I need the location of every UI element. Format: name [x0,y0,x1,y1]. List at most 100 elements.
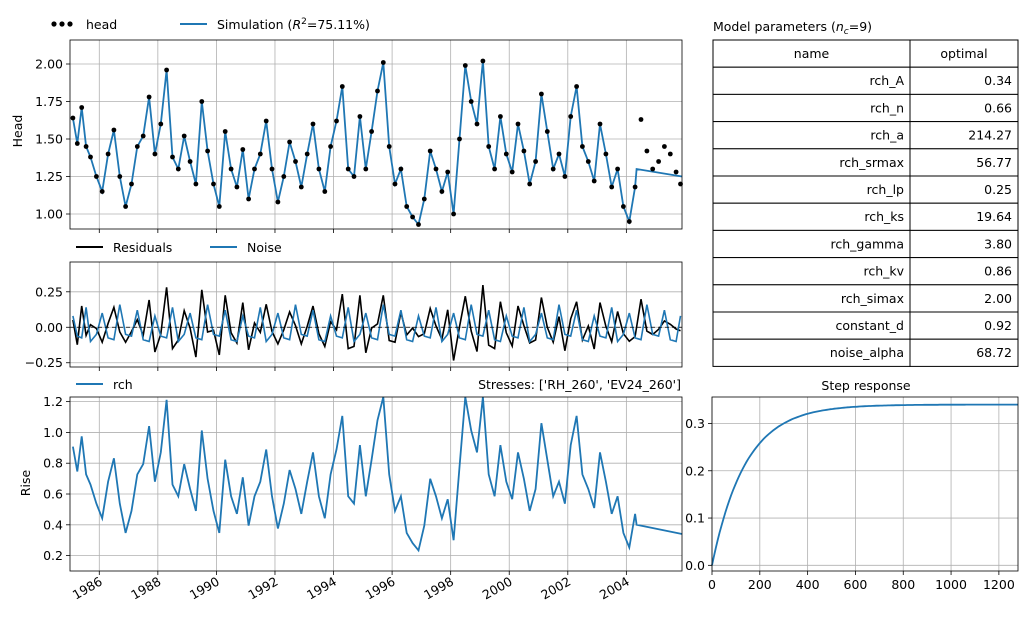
parameter-name: rch_n [870,100,904,115]
contribution-y-tick-label: 0.4 [43,517,63,532]
head-point [503,151,509,157]
head-point [369,129,374,134]
parameter-name: rch_kv [863,264,904,279]
residuals-y-tick-label: −0.25 [25,355,63,370]
residuals-panel: Residuals Noise −0.25 0.00 0.25 [25,240,683,371]
step-marks [711,403,1018,566]
head-point [544,129,550,134]
head-point [134,144,140,149]
head-point [498,114,503,119]
residuals-marks [70,285,682,361]
parameters-title: Model parameters (nc=9) [713,19,872,37]
table-cell-name [712,338,911,367]
date-x-tick-label: 1992 [245,574,280,603]
table-cell-name [712,93,911,123]
date-x-tick-label: 1988 [128,574,163,603]
head-point [263,118,269,124]
parameter-value: 0.25 [984,182,1012,197]
parameters-title-suffix: =9) [849,19,872,34]
contribution-legend: rch [76,377,133,392]
table-header-name: name [794,46,830,61]
head-point [632,184,638,190]
table-cell-name [712,121,911,150]
residuals-y-tick-label: 0.00 [35,320,63,335]
head-point [421,196,427,202]
table-cell-value [909,93,1019,123]
head-point [164,67,170,73]
parameter-name: noise_alpha [830,345,904,360]
contribution-y-tick-label: 1.0 [43,425,63,440]
head-frame [69,39,683,230]
contribution-y-ticks: 0.2 0.4 0.6 0.8 1.0 1.2 [43,394,70,563]
head-point [451,211,456,217]
step-x-tick-label: 200 [748,577,772,592]
head-marks [70,58,683,227]
residuals-line [72,285,681,361]
head-point [111,127,117,133]
head-point [416,222,421,227]
table-cell-value [909,175,1019,204]
head-point [228,166,234,172]
date-x-ticks: 1986 1988 1990 1992 1994 1996 1998 2000 2002 2004 [70,571,632,603]
head-point [533,159,538,164]
simulation-line [72,60,683,227]
head-point [568,114,574,119]
head-point [205,148,211,154]
head-point [140,133,146,139]
head-point [375,88,380,94]
table-cell-value [909,257,1019,286]
table-cell-value [909,148,1019,177]
head-point [556,151,562,157]
head-point [234,184,240,190]
step-x-tick-label: 600 [844,577,868,592]
head-y-tick-label: 1.50 [35,132,63,147]
head-point [580,144,585,149]
head-point [644,148,650,154]
head-point [99,189,105,194]
head-y-ticks: 1.00 1.25 1.50 1.75 2.00 [35,57,70,222]
head-point [626,219,632,224]
head-point [170,154,175,160]
table-cell-value [909,202,1019,231]
head-point [246,196,252,202]
parameter-name: constant_d [835,318,904,333]
contribution-y-tick-label: 0.8 [43,456,63,471]
head-legend-label: head [86,17,117,32]
head-point [105,151,111,157]
head-point [462,63,468,68]
contribution-marks [72,396,683,553]
head-legend-marker [59,21,65,27]
head-point [152,151,158,157]
head-point [445,169,451,175]
contribution-y-label: Rise [18,470,33,497]
head-y-tick-label: 1.75 [35,94,63,109]
parameter-value: 3.80 [984,236,1012,251]
step-response-title: Step response [821,378,911,393]
parameter-value: 0.34 [984,73,1012,88]
parameter-value: 56.77 [976,155,1012,170]
residuals-frame [69,261,683,368]
parameter-name: rch_srmax [839,155,904,170]
head-point [199,99,205,104]
contribution-grid [70,397,682,571]
head-point [123,204,128,209]
head-point [562,174,568,179]
head-point [468,99,474,104]
head-point [316,166,322,172]
parameters-title-n: n [836,19,844,34]
residuals-y-tick-label: 0.25 [35,284,63,299]
rch-legend-label: rch [113,377,133,392]
head-point [603,151,609,157]
parameter-name: rch_a [870,128,904,143]
simulation-legend-suffix: =75.11%) [307,17,370,32]
head-point [574,84,579,89]
head-point [240,147,246,152]
date-x-tick-label: 1990 [187,574,222,603]
head-point [480,58,486,64]
residuals-legend-label: Residuals [113,240,172,255]
head-point [94,174,99,179]
head-point [146,94,152,100]
head-point [509,169,515,175]
head-point [474,121,480,127]
